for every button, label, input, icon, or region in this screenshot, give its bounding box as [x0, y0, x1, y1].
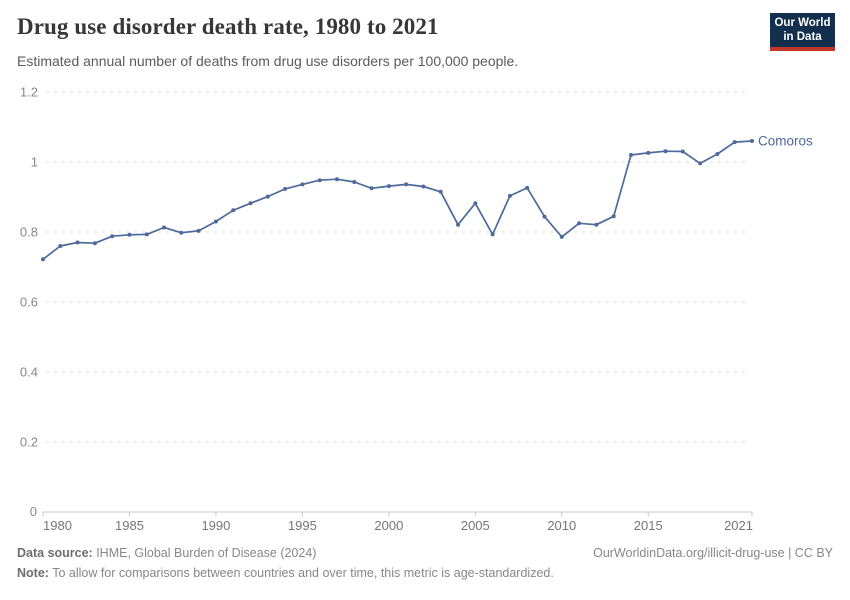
- data-point-marker[interactable]: [577, 221, 582, 226]
- chart-subtitle: Estimated annual number of deaths from d…: [17, 53, 519, 69]
- y-axis-tick-label: 0.6: [20, 295, 38, 310]
- y-axis-tick-label: 0.2: [20, 435, 38, 450]
- chart-footer: Data source: IHME, Global Burden of Dise…: [0, 540, 850, 600]
- y-axis-tick-label: 0: [30, 504, 37, 519]
- data-source-label: Data source:: [17, 546, 93, 560]
- data-point-marker[interactable]: [542, 214, 547, 219]
- data-point-marker[interactable]: [611, 214, 616, 219]
- x-axis-tick-label: 2005: [461, 518, 490, 533]
- data-point-marker[interactable]: [144, 232, 149, 237]
- x-axis-tick-label: 1990: [201, 518, 230, 533]
- data-point-marker[interactable]: [196, 228, 201, 233]
- x-axis-tick-label: 1995: [288, 518, 317, 533]
- data-point-marker[interactable]: [265, 194, 270, 199]
- data-point-marker[interactable]: [646, 150, 651, 155]
- data-source-line: Data source: IHME, Global Burden of Dise…: [17, 546, 316, 560]
- data-line-comoros[interactable]: [42, 140, 753, 261]
- page-title: Drug use disorder death rate, 1980 to 20…: [17, 14, 439, 39]
- data-point-marker[interactable]: [715, 152, 720, 156]
- data-point-marker[interactable]: [335, 177, 339, 182]
- x-axis-tick-label: 2010: [547, 518, 576, 533]
- y-axis-tick-label: 1.2: [20, 85, 38, 100]
- x-axis-tick-label: 1980: [43, 518, 72, 533]
- x-axis-tick-label: 2021: [724, 518, 753, 533]
- data-source-text: IHME, Global Burden of Disease (2024): [92, 546, 317, 560]
- data-point-marker[interactable]: [127, 232, 132, 237]
- data-point-marker[interactable]: [629, 153, 633, 157]
- x-axis-tick-label: 1985: [115, 518, 144, 533]
- note-line: Note: To allow for comparisons between c…: [17, 566, 554, 580]
- data-point-marker[interactable]: [300, 182, 305, 187]
- data-point-marker[interactable]: [698, 161, 703, 166]
- note-label: Note:: [17, 566, 49, 580]
- data-point-marker[interactable]: [179, 230, 184, 235]
- x-axis-tick-label: 2000: [374, 518, 403, 533]
- owid-logo-line2: in Data: [783, 31, 822, 43]
- y-axis-tick-label: 0.8: [20, 225, 38, 240]
- data-point-marker[interactable]: [663, 149, 668, 154]
- data-point-marker[interactable]: [438, 189, 443, 194]
- data-point-marker[interactable]: [248, 201, 253, 206]
- data-point-marker[interactable]: [75, 240, 80, 245]
- data-point-marker[interactable]: [507, 193, 512, 198]
- data-point-marker[interactable]: [231, 208, 236, 213]
- y-axis-tick-label: 1: [31, 155, 38, 170]
- data-point-marker[interactable]: [732, 140, 737, 145]
- data-point-marker[interactable]: [283, 186, 288, 191]
- x-axis-tick-label: 2015: [634, 518, 663, 533]
- data-point-marker[interactable]: [41, 257, 45, 262]
- data-point-marker[interactable]: [386, 184, 391, 189]
- data-point-marker[interactable]: [352, 180, 357, 184]
- owid-logo[interactable]: Our World in Data: [770, 13, 835, 51]
- data-point-marker[interactable]: [490, 232, 495, 237]
- data-point-marker[interactable]: [680, 149, 685, 154]
- data-point-marker[interactable]: [750, 139, 754, 143]
- series-label-comoros[interactable]: Comoros: [758, 134, 813, 149]
- data-point-marker[interactable]: [404, 182, 409, 187]
- data-point-marker[interactable]: [92, 241, 97, 246]
- owid-url-link[interactable]: OurWorldinData.org/illicit-drug-use | CC…: [593, 546, 833, 560]
- data-point-marker[interactable]: [525, 185, 530, 190]
- data-point-marker[interactable]: [369, 186, 374, 191]
- data-point-marker[interactable]: [213, 219, 218, 224]
- data-point-marker[interactable]: [110, 234, 115, 239]
- data-point-marker[interactable]: [421, 184, 426, 189]
- owid-logo-line1: Our World: [774, 16, 831, 29]
- data-point-marker[interactable]: [473, 201, 478, 206]
- y-axis-tick-label: 0.4: [20, 365, 38, 380]
- data-point-marker[interactable]: [162, 225, 166, 230]
- data-point-marker[interactable]: [317, 178, 322, 183]
- note-text: To allow for comparisons between countri…: [48, 566, 554, 580]
- data-point-marker[interactable]: [559, 234, 564, 239]
- data-point-marker[interactable]: [58, 244, 63, 248]
- data-point-marker[interactable]: [456, 222, 460, 227]
- data-point-marker[interactable]: [594, 222, 599, 227]
- line-chart-plot-area[interactable]: 0 0.2 0.4 0.6 0.8 1 1.2 1980 1985 1990 1995 2000 200…: [0, 80, 850, 540]
